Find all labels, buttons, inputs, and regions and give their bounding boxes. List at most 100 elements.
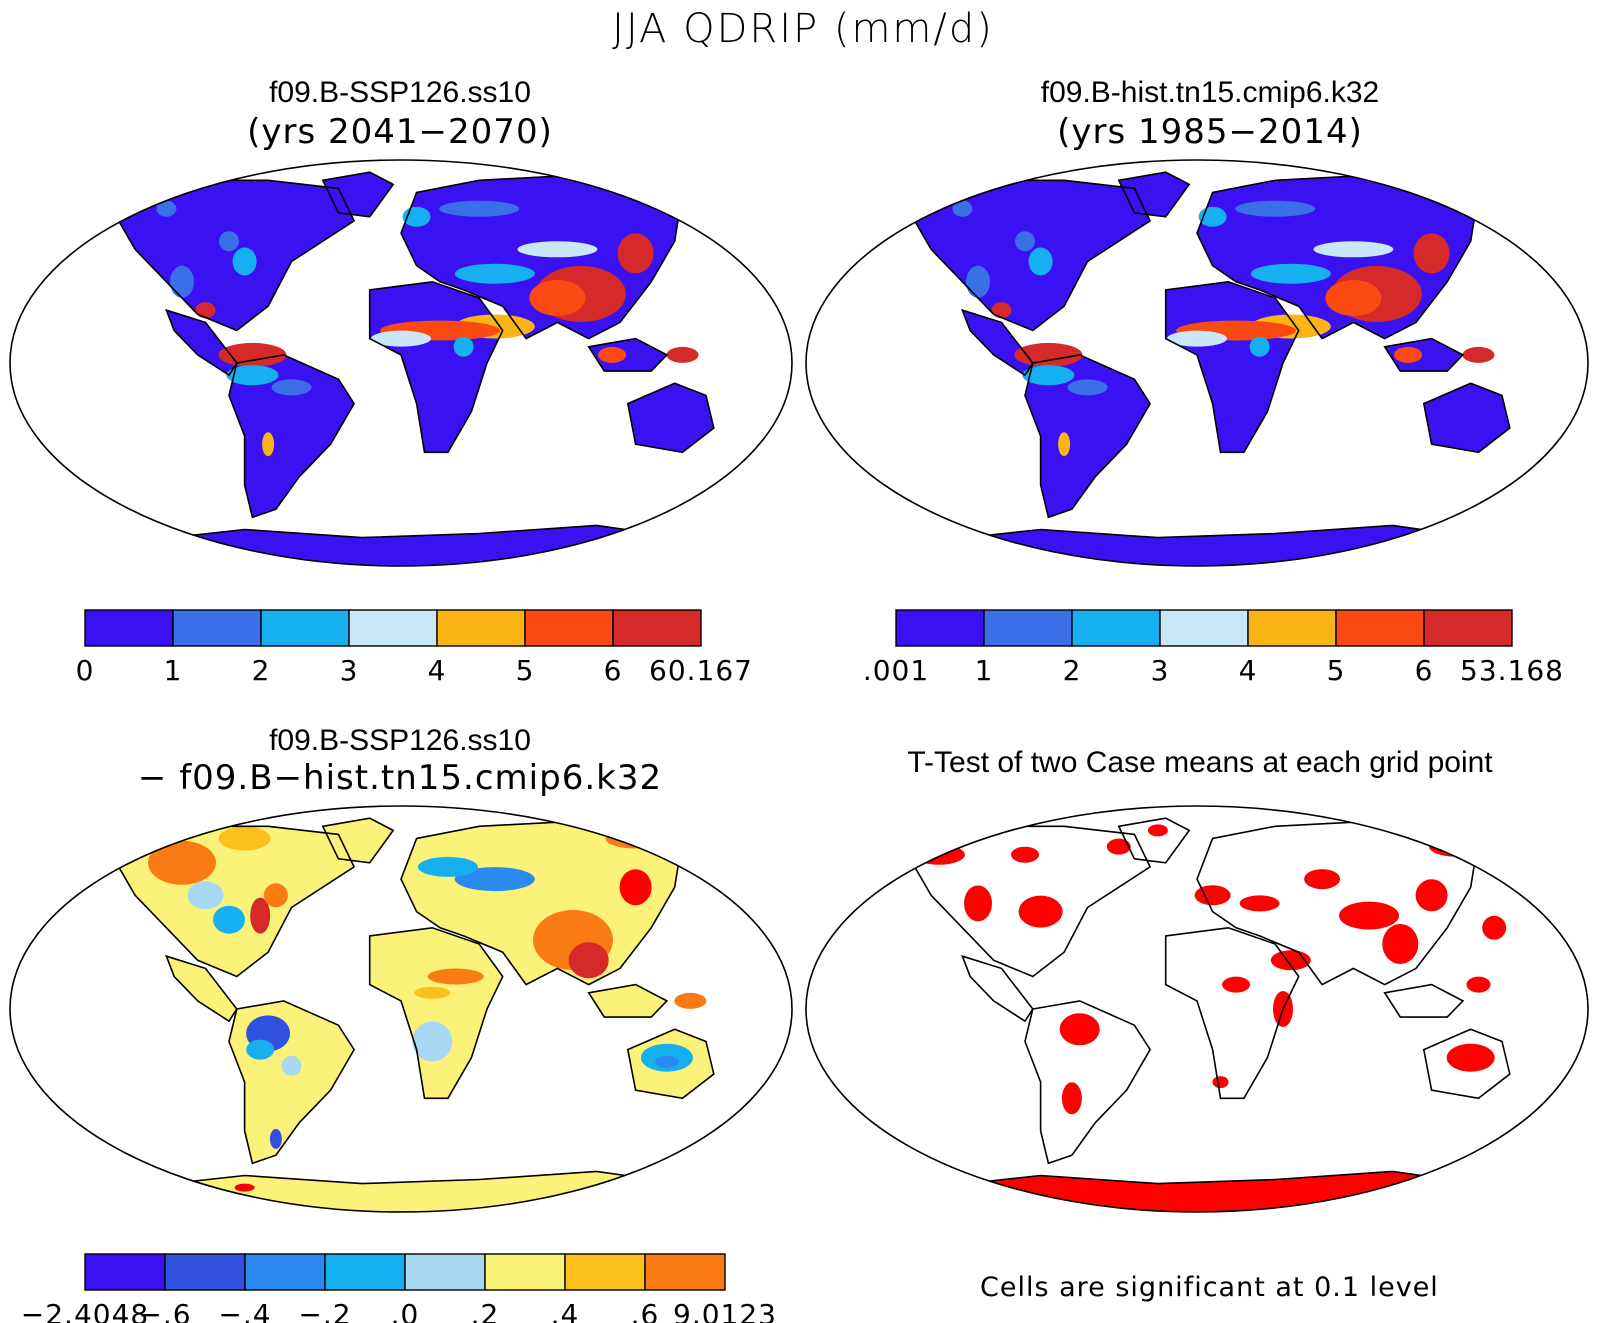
- field-blob: [1235, 200, 1316, 217]
- signif-region: [1106, 838, 1131, 855]
- colorbar-swatch: [1247, 609, 1337, 647]
- colorbar-difference: −2.4048−.6 −.4 −.2 .0 .2 .4 .6 9.0123: [21, 1253, 776, 1323]
- colorbar-tick-label: −2.4048: [21, 1298, 149, 1323]
- map-frame: [9, 805, 793, 1213]
- signif-region: [1382, 924, 1419, 964]
- signif-region: [1059, 1013, 1100, 1046]
- field-blob: [218, 826, 271, 851]
- colorbar-tick-label: 60.167: [649, 654, 753, 687]
- field-blob: [148, 840, 216, 885]
- field-blob: [454, 263, 535, 284]
- field-blob: [1028, 247, 1053, 276]
- land-africa: [1165, 927, 1299, 1099]
- colorbar-tick-label: 1: [975, 654, 994, 687]
- map-panel-ttest: [805, 805, 1589, 1213]
- field-blob: [1413, 233, 1450, 274]
- colorbar-swatch: [612, 609, 702, 647]
- panel-bl-subtitle: − f09.B−hist.tn15.cmip6.k32: [137, 758, 663, 798]
- colorbar-swatch: [484, 1253, 566, 1291]
- coastline-southAmerica: [228, 354, 356, 519]
- coastline-eurasia: [400, 175, 684, 340]
- field-blob: [966, 265, 990, 298]
- field-blob: [234, 1183, 255, 1192]
- colorbar-swatch: [524, 609, 614, 647]
- coastline-greenland: [321, 171, 395, 218]
- coastline-africa: [1164, 280, 1300, 454]
- signif-region: [1339, 901, 1399, 930]
- field-blob: [1325, 280, 1382, 316]
- colorbar-tick-label: 3: [1151, 654, 1170, 687]
- field-blob: [991, 302, 1012, 319]
- land-southAmerica: [1025, 1000, 1151, 1164]
- land-centralAm: [166, 310, 237, 376]
- signif-region: [1212, 1076, 1229, 1089]
- signif-region: [1147, 824, 1168, 837]
- coastline-northAmerica: [906, 179, 1152, 332]
- coastline-antarctica: [134, 1170, 684, 1212]
- field-blob: [654, 1055, 679, 1068]
- panel-br-title: T-Test of two Case means at each grid po…: [907, 746, 1493, 779]
- map-panel-difference: [9, 805, 793, 1213]
- land-greenland: [322, 172, 394, 217]
- colorbar-tick-label: 4: [428, 654, 447, 687]
- colorbar-swatch: [172, 609, 262, 647]
- field-blob: [952, 200, 973, 217]
- coastline-greenland: [1117, 817, 1191, 864]
- land-seAsia: [1384, 984, 1463, 1018]
- signif-region: [1018, 895, 1063, 928]
- colorbar-swatch: [1335, 609, 1425, 647]
- land-africa: [1165, 281, 1299, 453]
- signif-region: [1011, 846, 1039, 863]
- colorbar-swatch: [404, 1253, 486, 1291]
- map-panel-ssp126: [9, 159, 793, 567]
- coastline-southAmerica: [228, 1000, 356, 1165]
- figure-title: JJA QDRIP (mm/d): [612, 6, 994, 52]
- field-blob: [674, 992, 707, 1009]
- signif-region: [1194, 885, 1231, 906]
- colorbar-tick-label: 5: [1327, 654, 1346, 687]
- field-blob: [412, 1021, 453, 1062]
- panel-bl-title: f09.B-SSP126.ss10: [269, 724, 531, 757]
- land-greenland: [1118, 818, 1190, 863]
- field-blob: [170, 265, 194, 298]
- coastline-africa: [368, 280, 504, 454]
- signif-region: [1415, 879, 1448, 912]
- coastline-australia: [626, 1028, 715, 1100]
- coastline-southAmerica: [1024, 354, 1152, 519]
- colorbar-swatch: [644, 1253, 726, 1291]
- colorbar-tick-label: −.2: [298, 1298, 351, 1323]
- land-seAsia: [1384, 338, 1463, 372]
- colorbar-tick-label: −.4: [218, 1298, 271, 1323]
- colorbar-tick-label: 3: [340, 654, 359, 687]
- colorbar-tick-label: −.6: [138, 1298, 191, 1323]
- land-greenland: [322, 818, 394, 863]
- field-blob: [219, 231, 239, 252]
- colorbar-tick-label: .2: [471, 1298, 500, 1323]
- coastline-seAsia: [1383, 983, 1465, 1018]
- map-panel-hist: [805, 159, 1589, 567]
- land-antarctica: [931, 525, 1479, 566]
- colorbar-tick-label: 2: [1063, 654, 1082, 687]
- land-centralAm: [962, 310, 1033, 376]
- colorbar-tick-label: 6: [1415, 654, 1434, 687]
- coastline-centralAm: [961, 308, 1034, 377]
- coastline-australia: [626, 382, 715, 454]
- coastline-seAsia: [1383, 337, 1465, 372]
- field-blob: [271, 379, 312, 396]
- field-blob: [1394, 346, 1423, 363]
- colorbar-tick-label: .0: [391, 1298, 420, 1323]
- coastline-seAsia: [587, 337, 669, 372]
- land-africa: [369, 927, 503, 1099]
- colorbar-tick-label: 4: [1239, 654, 1258, 687]
- field-blob: [414, 986, 451, 999]
- coastline-seAsia: [587, 983, 669, 1018]
- land-africa: [369, 281, 503, 453]
- coastline-antarctica: [930, 1170, 1480, 1212]
- field-blob: [250, 897, 271, 934]
- colorbar-tick-label: .4: [551, 1298, 580, 1323]
- colorbar-swatch: [348, 609, 438, 647]
- colorbar-swatch: [1159, 609, 1249, 647]
- field-blob: [1058, 432, 1071, 457]
- colorbar-ssp126: 0 1 2 3 4 5 6 60.167: [76, 609, 753, 687]
